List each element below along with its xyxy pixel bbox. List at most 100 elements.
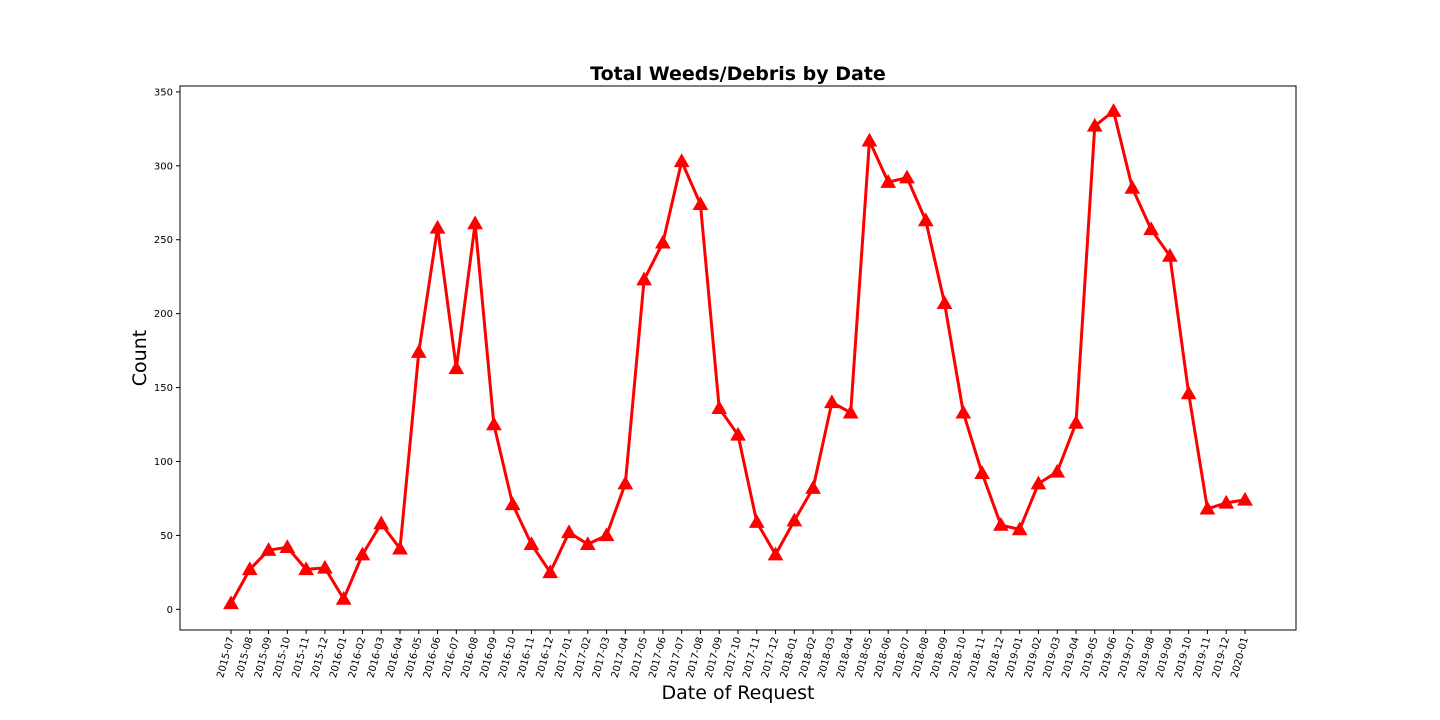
- data-point-marker: [1030, 475, 1047, 490]
- y-axis-label: Count: [129, 330, 151, 386]
- data-point-marker: [880, 174, 897, 188]
- x-tick-label: 2017-05: [629, 636, 650, 679]
- x-tick-label: 2016-07: [441, 636, 462, 679]
- data-point-marker: [279, 539, 296, 553]
- data-point-marker: [467, 215, 483, 230]
- x-tick-label: 2017-11: [741, 636, 762, 679]
- x-tick-label: 2016-08: [460, 636, 481, 679]
- x-tick-label: 2019-06: [1098, 636, 1119, 679]
- x-tick-label: 2019-12: [1211, 636, 1232, 679]
- x-tick-label: 2016-06: [422, 636, 443, 679]
- data-point-marker: [1237, 491, 1253, 506]
- x-tick-label: 2018-10: [948, 636, 969, 679]
- x-tick-label: 2019-09: [1154, 636, 1175, 679]
- data-point-marker: [748, 514, 765, 528]
- x-tick-label: 2019-04: [1060, 636, 1081, 679]
- data-point-marker: [504, 496, 521, 511]
- data-point-marker: [936, 295, 953, 310]
- x-tick-label: 2019-02: [1023, 636, 1044, 679]
- x-tick-label: 2016-11: [516, 636, 537, 679]
- x-tick-label: 2016-03: [366, 636, 387, 679]
- x-tick-label: 2016-02: [347, 636, 368, 679]
- y-axis: 0 50 100 150 200 250 300 350: [154, 87, 180, 616]
- chart-title: Total Weeds/Debris by Date: [590, 63, 886, 85]
- x-tick-label: 2018-03: [816, 636, 837, 679]
- x-tick-label: 2017-01: [553, 636, 574, 679]
- data-point-marker: [824, 394, 840, 409]
- x-tick-label: 2018-04: [835, 636, 856, 679]
- x-tick-label: 2018-01: [779, 636, 800, 679]
- x-axis: 2015-072015-082015-092015-102015-112015-…: [215, 630, 1251, 679]
- y-tick-label: 150: [154, 383, 173, 394]
- x-tick-label: 2018-02: [798, 636, 819, 679]
- data-point-marker: [598, 527, 615, 542]
- data-point-marker: [1199, 500, 1216, 515]
- y-tick-label: 50: [160, 531, 173, 542]
- x-tick-label: 2017-12: [760, 636, 781, 679]
- data-point-marker: [730, 426, 746, 441]
- x-tick-label: 2017-03: [591, 636, 612, 679]
- x-axis-label: Date of Request: [662, 682, 815, 704]
- data-point-marker: [899, 169, 915, 184]
- x-tick-label: 2015-11: [291, 636, 312, 679]
- data-point-marker: [673, 153, 690, 168]
- y-tick-label: 300: [154, 161, 173, 172]
- data-point-marker: [1124, 179, 1141, 194]
- data-point-marker: [1105, 103, 1122, 117]
- x-tick-label: 2019-05: [1079, 636, 1100, 679]
- data-point-marker: [561, 524, 577, 539]
- x-tick-label: 2016-12: [535, 636, 556, 679]
- x-tick-label: 2019-07: [1117, 636, 1138, 679]
- x-tick-label: 2016-10: [497, 636, 518, 679]
- x-tick-label: 2017-08: [685, 636, 706, 679]
- x-tick-label: 2018-09: [929, 636, 950, 679]
- data-point-marker: [392, 540, 408, 555]
- x-tick-label: 2016-04: [384, 636, 405, 679]
- data-point-marker: [354, 546, 371, 561]
- data-point-marker: [842, 404, 859, 419]
- x-tick-label: 2018-12: [985, 636, 1006, 679]
- data-point-marker: [317, 559, 333, 574]
- data-point-marker: [298, 561, 314, 576]
- data-point-marker: [974, 465, 990, 480]
- data-point-marker: [1068, 415, 1084, 429]
- x-tick-label: 2015-08: [234, 636, 255, 679]
- data-point-marker: [523, 536, 540, 551]
- data-point-marker: [260, 542, 277, 556]
- x-tick-label: 2018-05: [854, 636, 875, 679]
- data-point-marker: [805, 480, 821, 494]
- data-point-marker: [617, 475, 634, 490]
- data-point-marker: [1162, 247, 1178, 262]
- x-tick-label: 2016-09: [478, 636, 499, 679]
- x-tick-label: 2015-09: [253, 636, 274, 679]
- x-tick-label: 2018-07: [891, 636, 912, 679]
- x-tick-label: 2017-04: [610, 636, 631, 679]
- series-line: [229, 109, 1246, 605]
- data-point-marker: [786, 512, 803, 527]
- series-layer: [223, 103, 1253, 610]
- y-tick-label: 200: [154, 309, 173, 320]
- y-tick-label: 100: [154, 457, 173, 468]
- data-point-marker: [223, 595, 239, 610]
- x-tick-label: 2019-01: [1004, 636, 1025, 679]
- x-tick-label: 2015-10: [272, 636, 293, 679]
- data-point-marker: [993, 517, 1009, 531]
- data-point-marker: [335, 590, 352, 605]
- data-point-marker: [1180, 385, 1197, 400]
- data-point-marker: [373, 515, 390, 530]
- x-tick-label: 2017-06: [647, 636, 668, 679]
- x-tick-label: 2019-10: [1173, 636, 1194, 679]
- data-point-marker: [711, 400, 728, 415]
- data-point-marker: [486, 416, 502, 431]
- data-point-marker: [861, 132, 878, 147]
- x-tick-label: 2017-09: [704, 636, 725, 679]
- data-point-marker: [1086, 117, 1103, 132]
- x-tick-label: 2018-11: [967, 636, 988, 679]
- x-tick-label: 2020-01: [1229, 636, 1250, 679]
- data-point-marker: [955, 404, 972, 419]
- data-point-marker: [767, 546, 784, 561]
- data-point-marker: [692, 196, 709, 211]
- data-point-marker: [448, 360, 465, 375]
- y-tick-label: 250: [154, 235, 173, 246]
- data-point-marker: [542, 564, 559, 579]
